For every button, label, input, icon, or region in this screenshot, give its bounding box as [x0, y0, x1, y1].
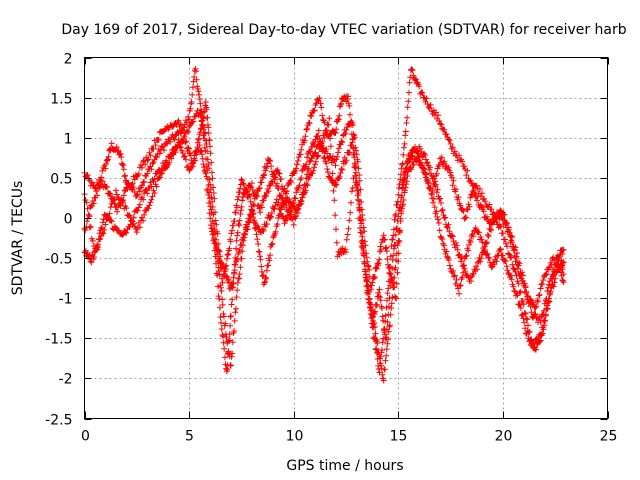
x-tick-label: 0: [81, 429, 90, 445]
x-tick-label: 20: [495, 429, 513, 445]
y-tick-label: -0.5: [45, 252, 72, 268]
gridlines: [84, 57, 608, 419]
x-tick-label: 15: [390, 429, 408, 445]
axis-ticks: 0 5 10 15 20 25 -2.5 -2 -1.5 -1 -0.5 0 0.5 1 1.5 2: [45, 52, 617, 445]
y-tick-label: 2: [64, 52, 73, 68]
y-tick-label: -1: [59, 292, 73, 308]
y-tick-label: -2.5: [45, 413, 72, 429]
x-axis-label: GPS time / hours: [286, 458, 403, 474]
data-marks: [81, 65, 567, 384]
chart-title: Day 169 of 2017, Sidereal Day-to-day VTE…: [61, 22, 626, 38]
y-tick-label: 1.5: [50, 92, 72, 108]
x-tick-label: 5: [185, 429, 194, 445]
plot-frame: [84, 57, 608, 419]
y-tick-label: 0: [64, 212, 73, 228]
y-axis-label: SDTVAR / TECUs: [10, 181, 26, 296]
y-tick-label: 1: [64, 132, 73, 148]
y-tick-label: -2: [59, 372, 73, 388]
x-tick-label: 10: [286, 429, 304, 445]
y-tick-label: -1.5: [45, 332, 72, 348]
x-tick-label: 25: [600, 429, 618, 445]
y-tick-label: 0.5: [50, 172, 72, 188]
